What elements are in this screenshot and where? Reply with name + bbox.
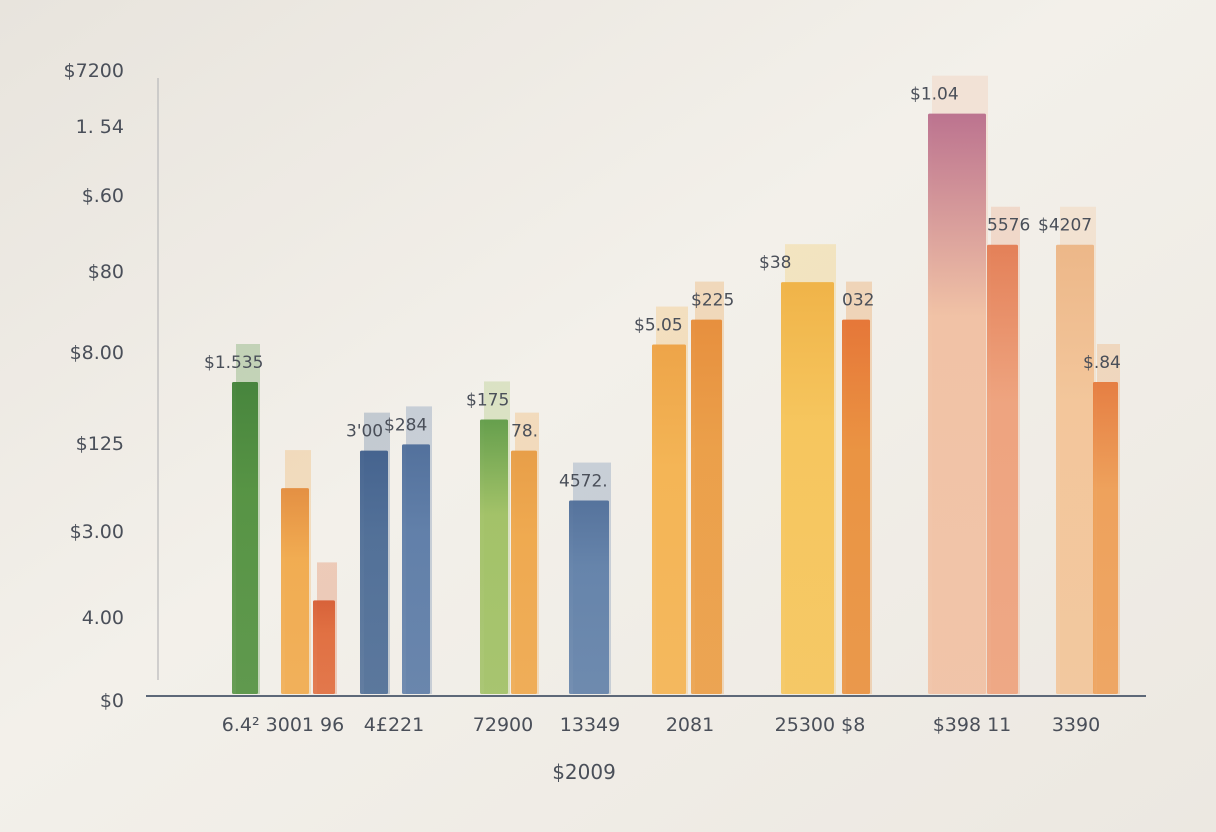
y-tick-labels: $0 4.00 $3.00 $125 $8.00 $80 $.60 1. 54 $7200 — [64, 60, 124, 712]
bar — [232, 382, 258, 694]
y-tick-label: $.60 — [82, 185, 124, 207]
data-label: $284 — [384, 415, 427, 435]
data-label: $38 — [759, 253, 791, 273]
bar — [1056, 244, 1094, 694]
x-tick-label: 2081 — [666, 714, 714, 736]
x-tick-label: 13349 — [560, 714, 620, 736]
data-label: $1.535 — [204, 353, 263, 373]
data-label: 032 — [842, 291, 874, 311]
data-label: $175 — [466, 390, 509, 410]
y-tick-label: 1. 54 — [76, 116, 124, 138]
bar — [569, 500, 609, 694]
y-tick-label: $3.00 — [70, 521, 124, 543]
data-label: $5.05 — [634, 316, 683, 336]
bar — [480, 419, 508, 694]
y-tick-label: $80 — [88, 261, 124, 283]
x-tick-label: 4£221 — [364, 714, 424, 736]
bar — [987, 244, 1018, 694]
x-tick-labels: 6.4² 3001 96 4£221 72900 13349 2081 25300 $8 $… — [222, 714, 1100, 736]
data-label: $1.04 — [910, 85, 959, 105]
bars — [232, 75, 1120, 695]
data-label: $.84 — [1083, 353, 1121, 373]
y-tick-label: $7200 — [64, 60, 124, 82]
bar — [511, 450, 537, 694]
y-tick-label: 4.00 — [82, 607, 124, 629]
y-tick-label: $125 — [76, 433, 124, 455]
bar — [313, 600, 335, 694]
data-label: $4207 — [1038, 216, 1092, 236]
bar — [691, 319, 722, 694]
y-tick-label: $0 — [100, 690, 124, 712]
bar — [281, 488, 309, 694]
bar — [1093, 382, 1118, 694]
bar — [928, 113, 986, 695]
data-label: 3'00 — [346, 422, 383, 442]
x-axis-title: $2009 — [552, 760, 616, 784]
bar — [781, 282, 834, 694]
x-tick-label: 6.4² 3001 96 — [222, 714, 344, 736]
y-tick-label: $8.00 — [70, 342, 124, 364]
data-label: 5576 — [987, 216, 1030, 236]
data-label: 78. — [511, 422, 538, 442]
x-tick-label: 3390 — [1052, 714, 1100, 736]
x-tick-label: 25300 $8 — [775, 714, 866, 736]
bar — [402, 444, 430, 694]
data-label: $225 — [691, 291, 734, 311]
bar — [360, 450, 388, 694]
bar — [842, 319, 870, 694]
x-tick-label: 72900 — [473, 714, 533, 736]
x-tick-label: $398 11 — [933, 714, 1012, 736]
data-label: 4572. — [559, 472, 608, 492]
bar — [652, 344, 686, 694]
